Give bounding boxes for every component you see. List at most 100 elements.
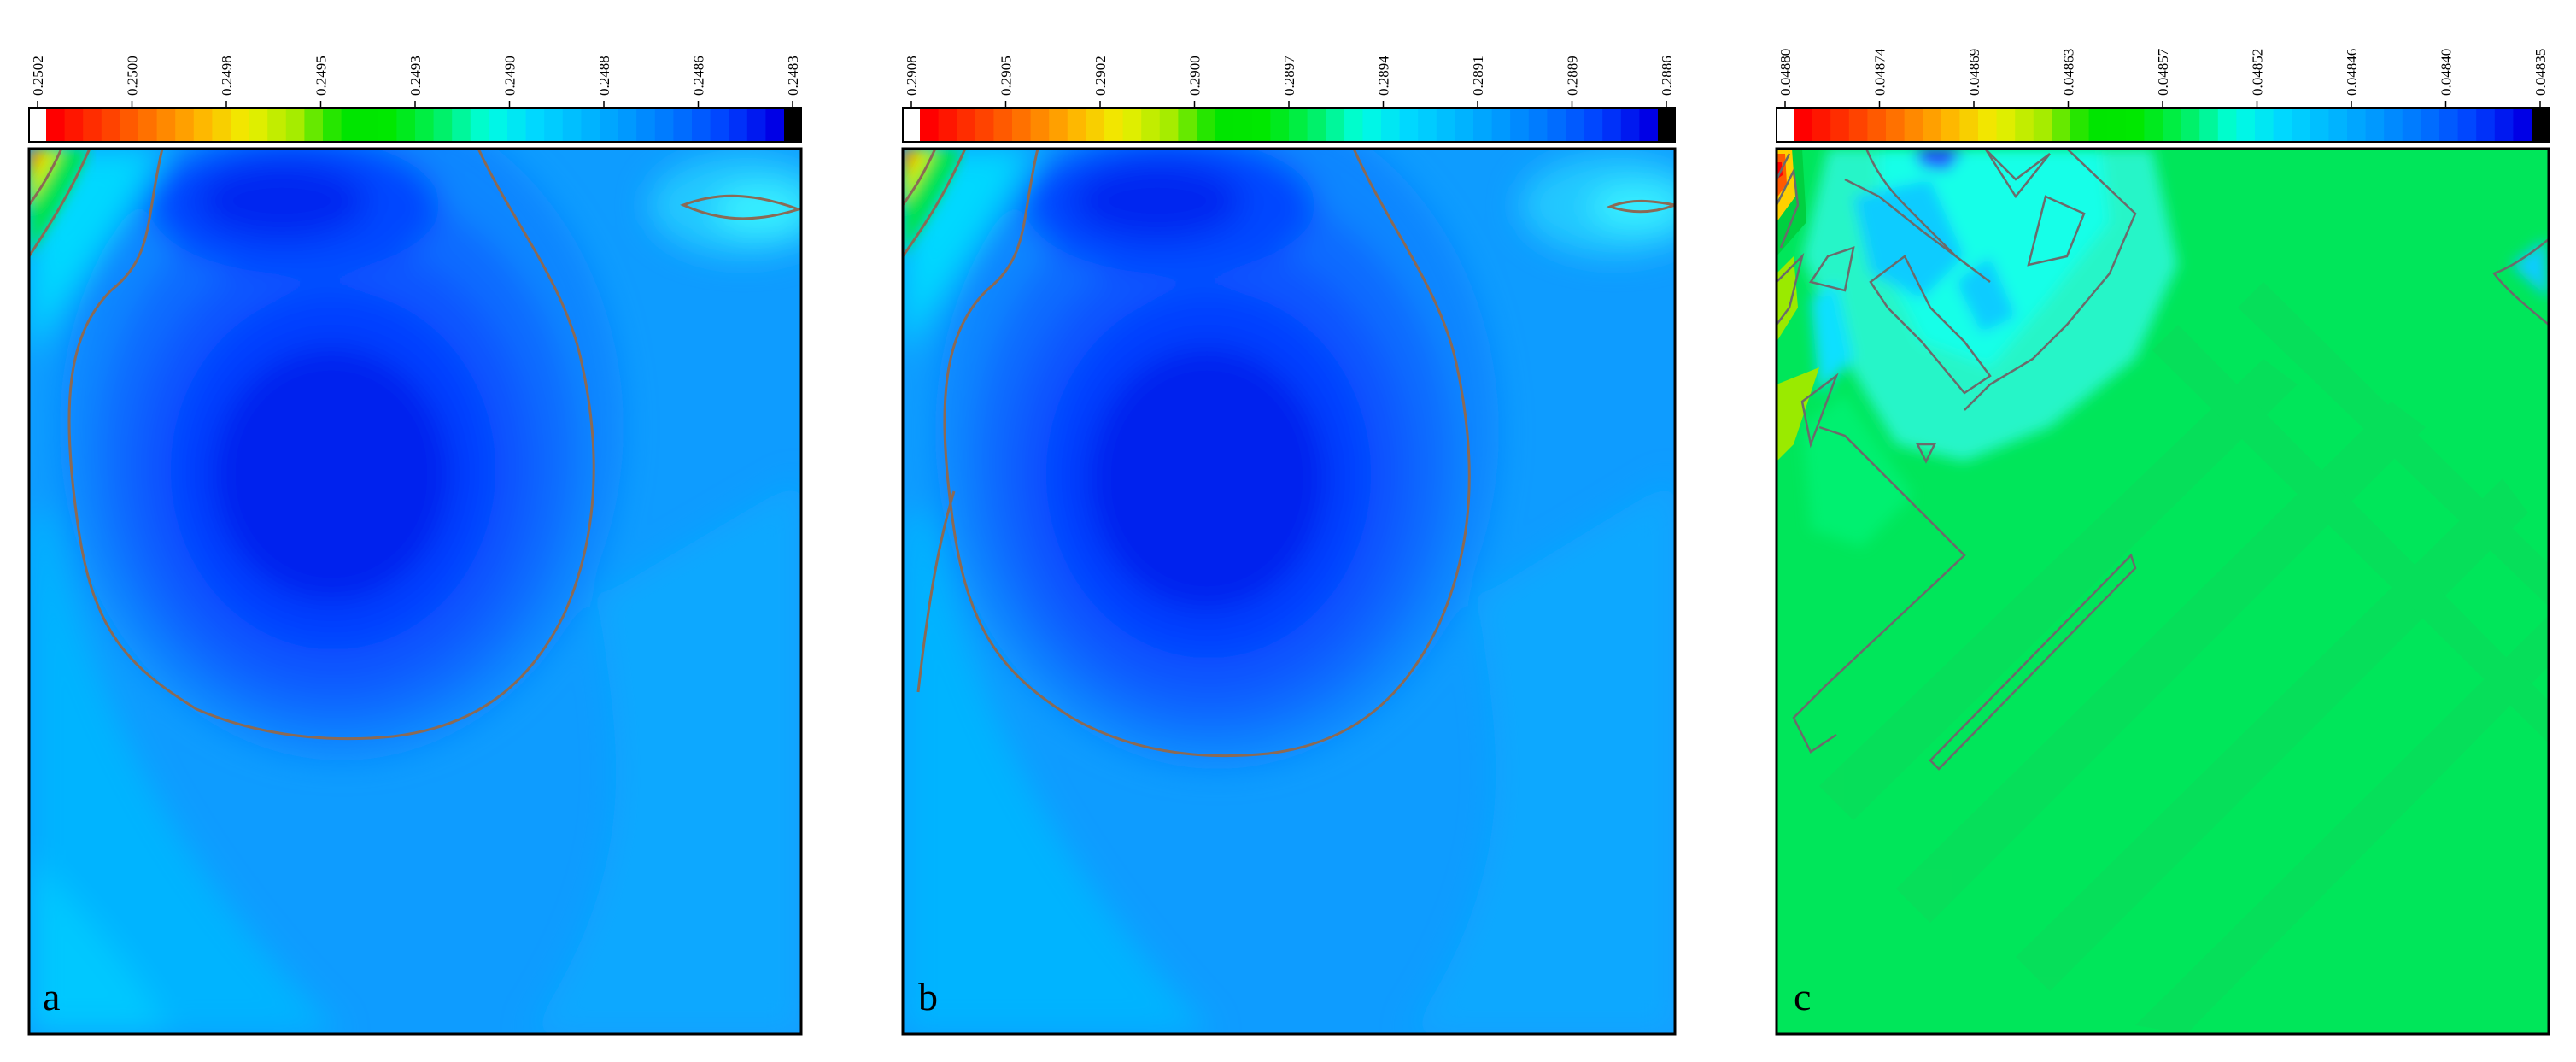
colorbar-tick-label: 0.04840 <box>2438 49 2455 96</box>
colorbar-tick-label: 0.04874 <box>1872 48 1888 96</box>
panel-b: 0.2908 0.2905 0.2902 0.2900 0.2897 0.2894 0.28… <box>901 56 1677 1036</box>
panel-a-field <box>29 149 801 1034</box>
colorbar-cell <box>1848 108 1868 142</box>
colorbar-cell <box>2328 108 2348 142</box>
colorbar-cell <box>138 108 158 142</box>
colorbar-cell <box>636 108 656 142</box>
colorbar-cell <box>1777 108 1794 142</box>
colorbar-cell <box>2292 108 2311 142</box>
colorbar-cell <box>470 108 489 142</box>
panel-c: 0.04880 0.04874 0.04869 0.04863 0.04857 0.048… <box>1775 48 2550 1036</box>
colorbar-cell <box>378 108 397 142</box>
colorbar-cell <box>581 108 600 142</box>
colorbar-cell <box>231 108 250 142</box>
panel-b-frame <box>901 147 1677 1036</box>
colorbar-cell <box>1399 108 1419 142</box>
colorbar-cell <box>433 108 453 142</box>
colorbar-cell <box>1602 108 1622 142</box>
colorbar-tick-label: 0.2889 <box>1565 56 1581 96</box>
colorbar-cell <box>1978 108 1998 142</box>
colorbar-cell <box>1251 108 1271 142</box>
colorbar-cell <box>544 108 564 142</box>
panel-c-colorbar: 0.04880 0.04874 0.04869 0.04863 0.04857 0.048… <box>1776 48 2550 143</box>
colorbar-cell <box>1941 108 1960 142</box>
colorbar-cell <box>525 108 545 142</box>
colorbar-tick-label: 0.2886 <box>1659 56 1675 96</box>
colorbar-cell <box>1289 108 1308 142</box>
panel-c-label: c <box>1794 975 1811 1018</box>
colorbar-cell <box>1639 108 1659 142</box>
colorbar-cell <box>1455 108 1474 142</box>
colorbar-cell <box>83 108 102 142</box>
colorbar-cell <box>2217 108 2237 142</box>
colorbar-cell <box>1904 108 1923 142</box>
colorbar-cell <box>1547 108 1566 142</box>
colorbar-cell <box>920 108 940 142</box>
colorbar-tick-label: 0.2488 <box>596 56 612 96</box>
colorbar-cell <box>285 108 305 142</box>
panel-c-field <box>1802 149 2549 547</box>
panel-c-diagonal-streaks <box>1819 282 2549 1034</box>
colorbar-tick-label: 0.2908 <box>904 56 920 96</box>
colorbar-cell <box>452 108 471 142</box>
colorbar-tick-label: 0.04869 <box>1966 49 1982 96</box>
colorbar-cell <box>1418 108 1437 142</box>
colorbar-tick-label: 0.2502 <box>30 56 46 96</box>
panel-b-field <box>903 149 1675 1034</box>
colorbar-cell <box>341 108 360 142</box>
colorbar-cell <box>193 108 213 142</box>
colorbar-cell <box>323 108 342 142</box>
colorbar-cell <box>1491 108 1511 142</box>
panel-b-contours <box>903 149 1675 758</box>
colorbar-cell <box>2181 108 2200 142</box>
colorbar-cell <box>993 108 1013 142</box>
colorbar-cell <box>1122 108 1142 142</box>
colorbar-cell <box>600 108 619 142</box>
panel-a: 0.2502 0.2500 0.2498 0.2495 0.2493 0.2490 0.24… <box>27 56 803 1036</box>
colorbar-cell <box>1197 108 1216 142</box>
panel-c-contours <box>1777 149 2549 771</box>
colorbar-cell <box>2347 108 2367 142</box>
colorbar-tick-label: 0.2897 <box>1281 56 1297 96</box>
colorbar-cell <box>1794 108 1813 142</box>
colorbar-tick-label: 0.04880 <box>1777 49 1794 96</box>
colorbar-cell <box>692 108 711 142</box>
panel-c-corner-high <box>1777 149 1819 461</box>
colorbar-tick-label: 0.04863 <box>2061 49 2077 96</box>
colorbar-cell <box>1215 108 1234 142</box>
colorbar-tick-label: 0.04852 <box>2250 49 2266 96</box>
colorbar-cell <box>2439 108 2459 142</box>
panel-b-colorbar-ticks: 0.2908 0.2905 0.2902 0.2900 0.2897 0.2894 0.28… <box>904 56 1675 108</box>
colorbar-cell <box>2494 108 2514 142</box>
colorbar-cell <box>1436 108 1455 142</box>
colorbar-tick-label: 0.04835 <box>2532 49 2549 96</box>
colorbar-cell <box>304 108 324 142</box>
panel-c-colorbar-ticks: 0.04880 0.04874 0.04869 0.04863 0.04857 0.048… <box>1777 48 2549 108</box>
colorbar-cell <box>1620 108 1640 142</box>
colorbar-cell <box>2236 108 2256 142</box>
colorbar-cell <box>2273 108 2292 142</box>
colorbar-cell <box>1584 108 1603 142</box>
colorbar-cell <box>1307 108 1326 142</box>
panel-a-label: a <box>43 975 60 1018</box>
panel-b-colorbar: 0.2908 0.2905 0.2902 0.2900 0.2897 0.2894 0.28… <box>902 56 1676 143</box>
colorbar-cell <box>2255 108 2274 142</box>
colorbar-cell <box>2532 108 2549 142</box>
colorbar-cell <box>618 108 637 142</box>
panel-c-plot-area: c <box>1777 149 2549 1034</box>
colorbar-cell <box>710 108 729 142</box>
colorbar-cell <box>1473 108 1493 142</box>
colorbar-cell <box>507 108 527 142</box>
colorbar-cell <box>654 108 674 142</box>
colorbar-cell <box>1344 108 1363 142</box>
colorbar-cell <box>562 108 582 142</box>
colorbar-cell <box>1959 108 1979 142</box>
colorbar-cell <box>175 108 195 142</box>
colorbar-cell <box>1886 108 1906 142</box>
colorbar-cell <box>249 108 268 142</box>
colorbar-cell <box>1566 108 1585 142</box>
colorbar-cell <box>156 108 176 142</box>
colorbar-cell <box>1049 108 1068 142</box>
